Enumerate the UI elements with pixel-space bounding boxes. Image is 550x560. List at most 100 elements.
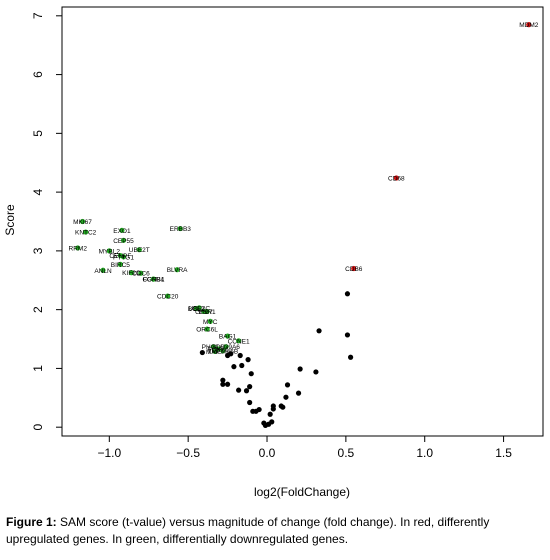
gene-label: MYBL2 [99,248,121,255]
other-point [316,328,322,334]
caption-label: Figure 1: [6,515,57,529]
x-tick-label: 1.0 [416,446,433,460]
x-tick-label: 1.5 [495,446,512,460]
gene-label: ORC6L [196,327,218,334]
downregulated-point [106,248,112,254]
other-point [247,384,253,390]
gene-label: BLVRA [167,267,188,274]
x-tick-label: −0.5 [176,446,200,460]
other-point [313,369,319,375]
gene-label: FGFR4 [143,277,165,284]
other-point [220,381,226,387]
other-point [262,422,269,429]
y-axis-label: Score [3,204,17,236]
other-point [237,352,243,359]
gene-label: CDC6 [132,271,150,278]
y-tick-label: 1 [31,365,45,372]
gene-label: MDM2 [519,22,539,29]
other-point [239,362,245,369]
downregulated-point [83,229,89,235]
other-point [270,406,276,412]
gene-label: FOXA1 [207,347,229,354]
gene-label: CCNE1 [228,338,250,345]
downregulated-point [100,267,106,273]
downregulated-point [117,261,123,267]
gene-label: CCNB1 [142,277,164,284]
downregulated-point [236,338,242,344]
upregulated-point [526,22,532,28]
downregulated-point [120,237,127,243]
y-tick-label: 6 [31,71,45,78]
plot-frame [61,6,544,437]
gene-label: TMEM45B [208,348,239,355]
downregulated-point [119,227,125,233]
downregulated-point [138,270,144,276]
gene-label: CDC20 [157,294,179,301]
other-point [248,371,254,377]
gene-label: MAPT [206,349,224,356]
other-point [284,382,291,388]
x-axis: −1.0 −0.5 0.0 0.5 1.0 1.5 [97,436,512,460]
x-tick-label: 0.0 [259,446,276,460]
gene-label: ANLN [94,268,112,275]
data-points [75,22,532,429]
other-point [267,411,273,417]
other-point [283,394,289,400]
gene-label: KIF2C [122,270,141,277]
y-axis: 0 1 2 3 4 5 6 7 [31,12,62,431]
downregulated-point [204,326,210,332]
other-point [297,366,303,372]
gene-label: UBE2T [129,247,150,254]
downregulated-point [165,293,171,299]
downregulated-point [196,305,202,311]
other-point [344,291,351,297]
gene-label: BAG1 [219,334,237,341]
gene-label: ERBB3 [170,226,192,233]
other-point [256,406,262,413]
other-point [243,388,250,394]
other-point [224,352,231,359]
gene-label: EXO1 [113,228,131,235]
downregulated-point [150,276,157,282]
downregulated-point [207,318,213,325]
gene-label: RRM2 [69,245,88,252]
downregulated-point [136,247,142,253]
gene-label: GRB7 [195,309,213,316]
other-point [280,404,286,410]
other-point [344,332,351,338]
other-point [295,390,302,396]
downregulated-point [212,348,218,354]
downregulated-point [120,254,127,260]
y-tick-label: 4 [31,188,45,195]
other-point [199,349,205,356]
gene-label: CD68 [388,176,405,183]
figure-caption: Figure 1: SAM score (t-value) versus mag… [6,514,546,548]
upregulated-point [351,265,357,272]
downregulated-point [75,245,81,251]
caption-text: SAM score (t-value) versus magnitude of … [6,515,490,546]
x-tick-label: −1.0 [97,446,121,460]
gene-label: PHGDH [202,344,226,351]
point-labels: MDM2 CD68 CDB6 MKI67 KNTC2 EXO1 ERBB3 CEP55 RRM2… [69,22,539,356]
other-point [250,408,256,414]
gene-label: KNTC2 [75,230,97,237]
other-point [220,377,226,383]
upregulated-point [393,175,399,181]
scatter-chart: −1.0 −0.5 0.0 0.5 1.0 1.5 0 1 2 3 4 5 6 7 MDM2 CD68 CD… [3,6,544,499]
downregulated-point [224,333,231,339]
downregulated-point [79,218,86,225]
downregulated-point [177,225,183,232]
y-tick-label: 3 [31,247,45,254]
gene-label: CDB6 [345,266,363,273]
other-point [245,357,251,363]
y-tick-label: 5 [31,130,45,137]
y-tick-label: 0 [31,424,45,431]
gene-label: BIRC5 [111,262,131,269]
other-point [236,387,242,393]
gene-label: PTTG1 [113,254,134,261]
downregulated-point [128,270,134,276]
gene-label: UBE2C [188,305,210,312]
gene-label: CEP55 [113,238,134,245]
other-point [231,364,237,370]
downregulated-point [223,344,229,350]
